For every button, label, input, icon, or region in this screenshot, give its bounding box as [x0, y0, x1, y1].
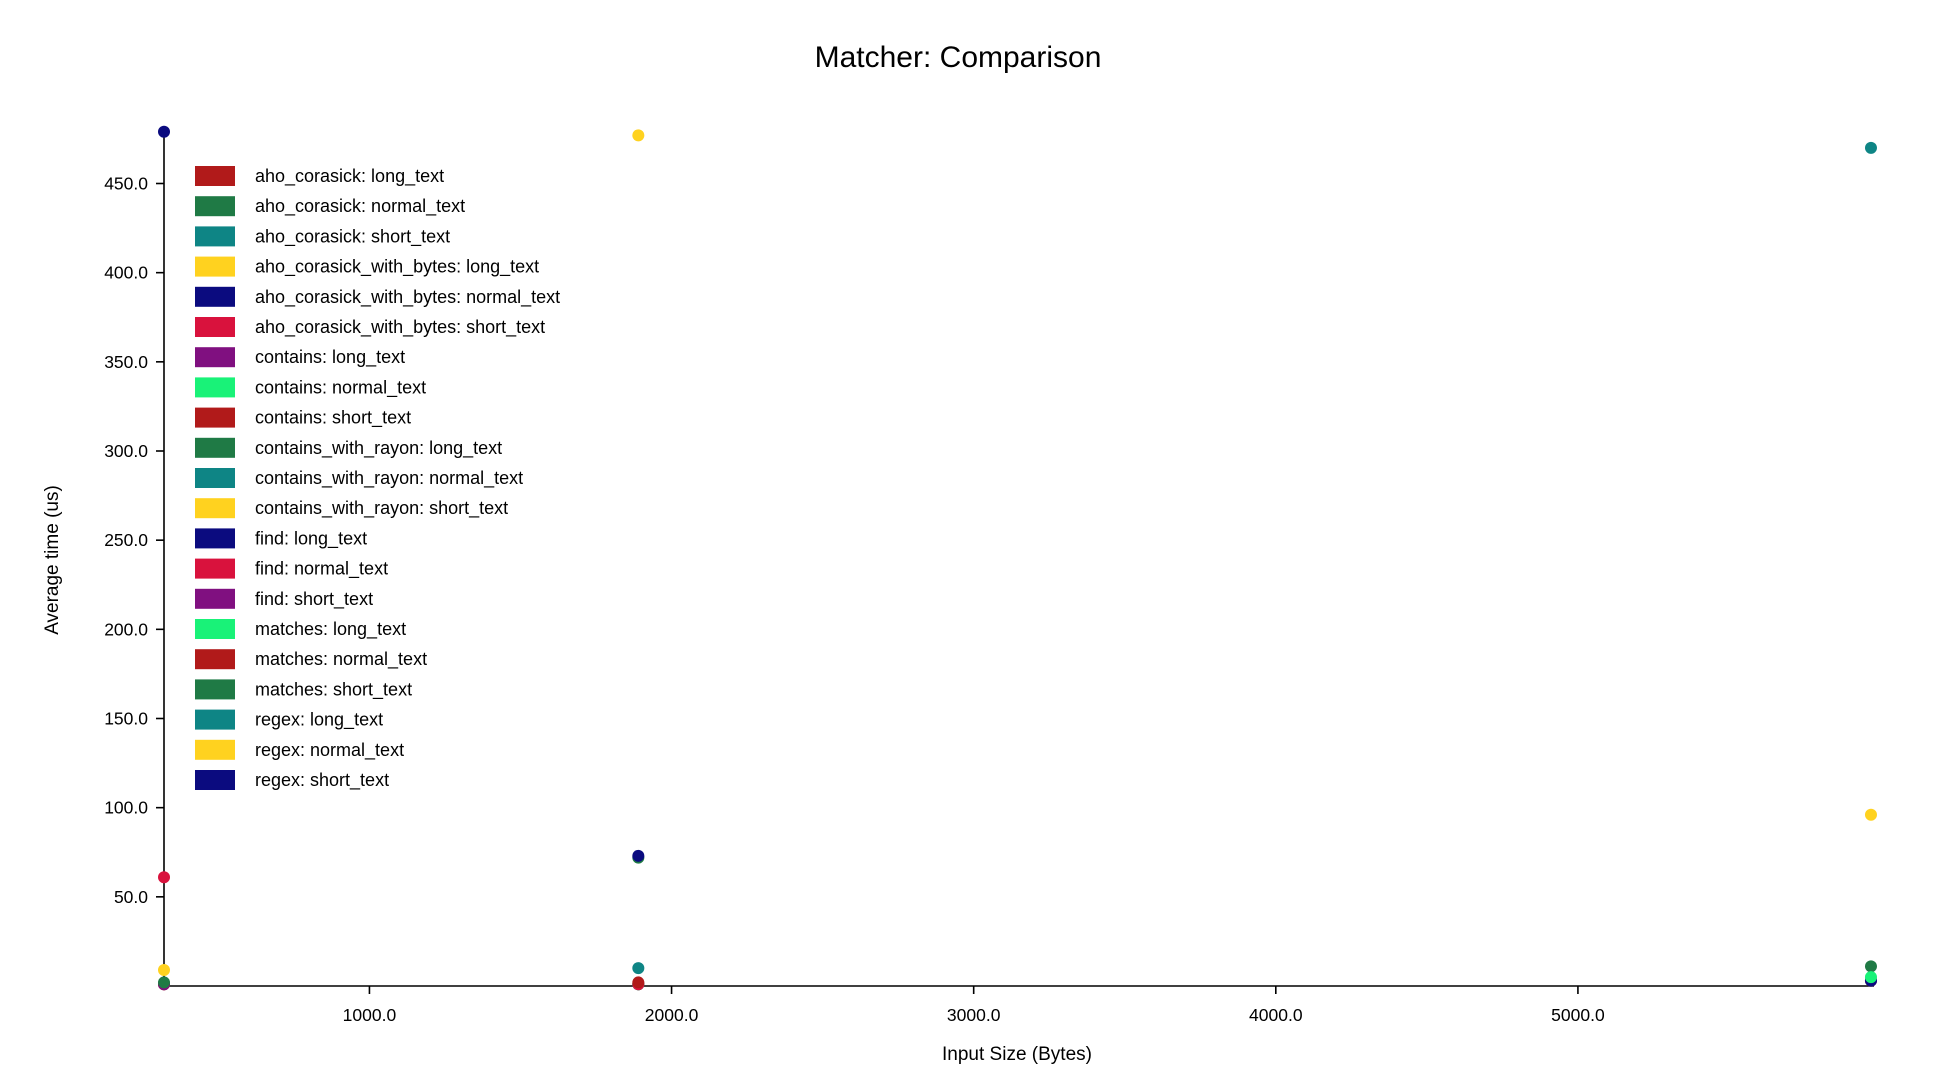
legend-swatch — [195, 317, 235, 337]
data-point — [158, 963, 170, 976]
x-axis-label: Input Size (Bytes) — [942, 1044, 1092, 1065]
legend-item: regex: short_text — [195, 770, 389, 791]
legend-swatch — [195, 377, 235, 398]
legend-label: matches: short_text — [255, 679, 412, 700]
legend-label: find: normal_text — [255, 559, 388, 580]
y-tick-label: 200.0 — [104, 619, 148, 639]
legend-swatch — [195, 498, 235, 519]
legend-swatch — [195, 588, 235, 609]
legend-item: matches: normal_text — [195, 649, 427, 670]
legend-label: find: short_text — [255, 589, 373, 610]
legend-item: contains_with_rayon: short_text — [195, 498, 508, 519]
legend-swatch — [195, 437, 235, 458]
x-tick-label: 3000.0 — [947, 1005, 1001, 1025]
data-point — [1864, 971, 1877, 984]
x-tick-label: 5000.0 — [1551, 1005, 1605, 1025]
legend-label: regex: normal_text — [255, 740, 404, 761]
y-tick-label: 150.0 — [104, 709, 148, 729]
legend-swatch — [195, 407, 235, 428]
data-point — [632, 849, 645, 862]
legend-label: aho_corasick: normal_text — [255, 196, 465, 217]
x-tick-label: 4000.0 — [1249, 1005, 1303, 1025]
legend-item: aho_corasick_with_bytes: normal_text — [195, 286, 560, 308]
legend-swatch — [195, 196, 235, 217]
data-point — [1864, 960, 1877, 973]
legend-swatch — [195, 619, 235, 639]
legend-swatch — [195, 679, 235, 700]
x-tick-label: 1000.0 — [343, 1005, 397, 1025]
y-tick-label: 250.0 — [104, 530, 148, 550]
legend-item: aho_corasick: short_text — [195, 226, 450, 247]
legend-item: contains_with_rayon: normal_text — [195, 468, 523, 489]
legend-label: matches: normal_text — [255, 649, 427, 670]
data-point — [632, 976, 645, 989]
data-point — [158, 125, 170, 138]
legend-swatch — [195, 347, 235, 368]
legend-label: contains: short_text — [255, 408, 411, 429]
legend-label: aho_corasick_with_bytes: long_text — [255, 257, 539, 278]
legend-item: aho_corasick_with_bytes: short_text — [195, 317, 545, 338]
legend-swatch — [195, 226, 235, 247]
legend-label: find: long_text — [255, 528, 367, 549]
legend-item: contains: long_text — [195, 347, 405, 368]
legend-label: contains: long_text — [255, 347, 405, 368]
data-point — [632, 962, 645, 975]
legend-swatch — [195, 558, 235, 579]
legend-item: find: long_text — [195, 528, 367, 549]
legend-swatch — [195, 468, 235, 488]
legend-swatch — [195, 528, 235, 549]
chart-title: Matcher: Comparison — [815, 41, 1102, 74]
data-point — [1864, 141, 1877, 154]
legend-swatch — [195, 649, 235, 670]
legend-item: regex: long_text — [195, 709, 383, 731]
y-tick-label: 450.0 — [104, 174, 148, 194]
legend-label: aho_corasick_with_bytes: normal_text — [255, 287, 560, 308]
legend-label: contains_with_rayon: long_text — [255, 438, 502, 459]
legend-label: regex: long_text — [255, 710, 383, 731]
legend-item: aho_corasick: long_text — [195, 166, 444, 187]
legend-label: contains_with_rayon: short_text — [255, 498, 508, 519]
legend-label: contains: normal_text — [255, 377, 426, 398]
legend-label: regex: short_text — [255, 770, 389, 791]
y-tick-label: 350.0 — [104, 352, 148, 372]
legend-swatch — [195, 739, 235, 760]
legend-item: matches: long_text — [195, 619, 406, 640]
data-point — [158, 976, 170, 989]
y-tick-label: 300.0 — [104, 441, 148, 461]
data-point — [158, 871, 170, 884]
legend-item: contains_with_rayon: long_text — [195, 437, 502, 459]
data-point — [1864, 808, 1877, 821]
data-point — [632, 129, 645, 142]
legend-item: aho_corasick: normal_text — [195, 196, 465, 217]
x-tick-label: 2000.0 — [645, 1005, 699, 1025]
legend-item: find: normal_text — [195, 558, 388, 580]
points-layer — [158, 125, 1877, 991]
y-tick-label: 50.0 — [114, 887, 148, 907]
legend-item: regex: normal_text — [195, 739, 404, 761]
legend-item: aho_corasick_with_bytes: long_text — [195, 256, 539, 278]
legend-swatch — [195, 709, 235, 730]
legend-label: aho_corasick: short_text — [255, 226, 450, 247]
legend-item: matches: short_text — [195, 679, 412, 700]
legend-label: matches: long_text — [255, 619, 406, 640]
legend: aho_corasick: long_text aho_corasick: nor… — [195, 166, 560, 791]
legend-label: contains_with_rayon: normal_text — [255, 468, 523, 489]
legend-item: contains: short_text — [195, 407, 411, 429]
legend-swatch — [195, 256, 235, 277]
legend-item: find: short_text — [195, 588, 373, 610]
legend-item: contains: normal_text — [195, 377, 426, 398]
y-tick-label: 100.0 — [104, 798, 148, 818]
legend-swatch — [195, 286, 235, 307]
legend-swatch — [195, 166, 235, 186]
legend-label: aho_corasick_with_bytes: short_text — [255, 317, 545, 338]
legend-label: aho_corasick: long_text — [255, 166, 444, 187]
y-axis-label: Average time (us) — [42, 485, 63, 635]
y-tick-label: 400.0 — [104, 263, 148, 283]
legend-swatch — [195, 770, 235, 790]
axes: 1000.0 2000.0 3000.0 4000.0 5000.0 50.0 100.0 1… — [104, 132, 1874, 1025]
